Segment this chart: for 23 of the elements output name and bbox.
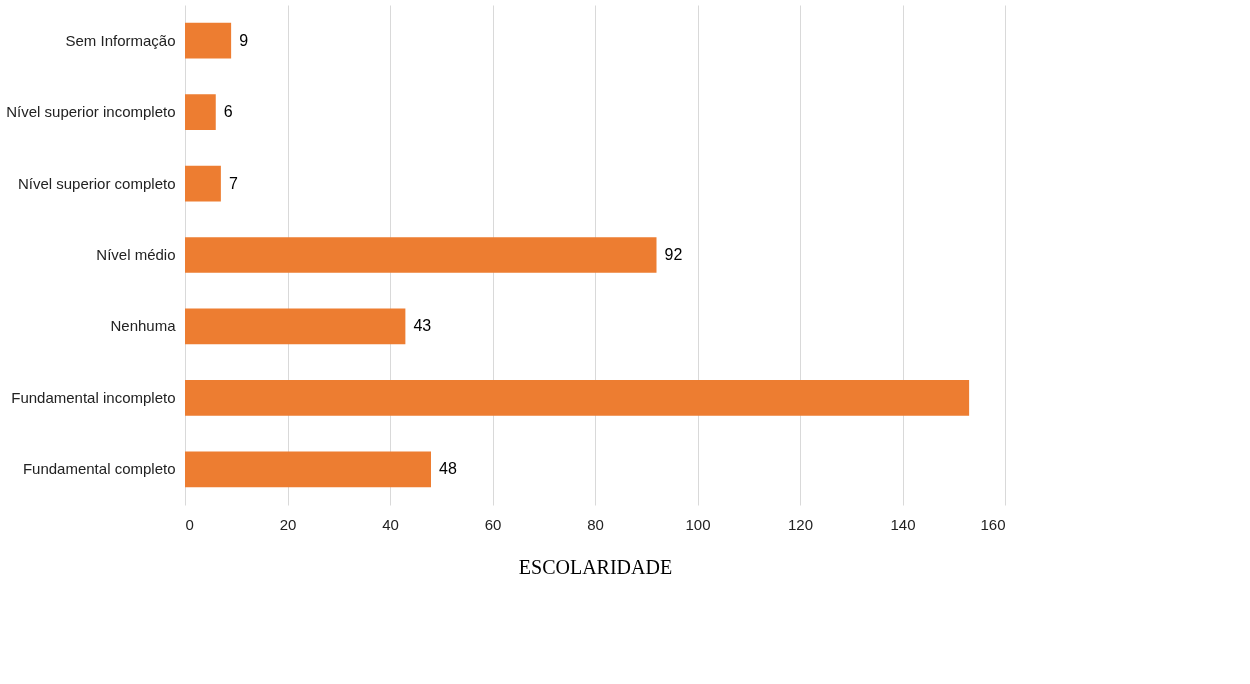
x-tick-label: 20 [279,515,297,533]
data-label: 9 [239,31,249,49]
y-tick-label: Nenhuma [110,317,177,335]
x-tick-label: 160 [980,515,1006,533]
data-label: 7 [228,174,238,192]
x-tick-label: 140 [890,515,916,533]
data-label: 43 [413,317,432,335]
x-tick-label: 100 [685,515,711,533]
y-tick-label: Sem Informação [65,31,176,49]
y-tick-label: Fundamental completo [22,460,176,478]
y-tick-label: Nível médio [96,246,176,263]
x-tick-label: 60 [484,515,502,533]
x-tick-label: 80 [587,515,604,533]
data-label: 92 [664,246,683,263]
x-tick-label: 40 [382,515,399,533]
x-tick-label: 0 [185,515,194,533]
y-tick-label: Fundamental incompleto [11,388,176,406]
x-axis-title: ESCOLARIDADE [518,555,673,578]
data-label: 6 [223,103,233,121]
y-tick-label: Nível superior completo [17,174,176,192]
data-label: 48 [439,460,457,478]
x-tick-label: 120 [787,515,814,533]
y-tick-label: Nível superior incompleto [6,103,176,121]
